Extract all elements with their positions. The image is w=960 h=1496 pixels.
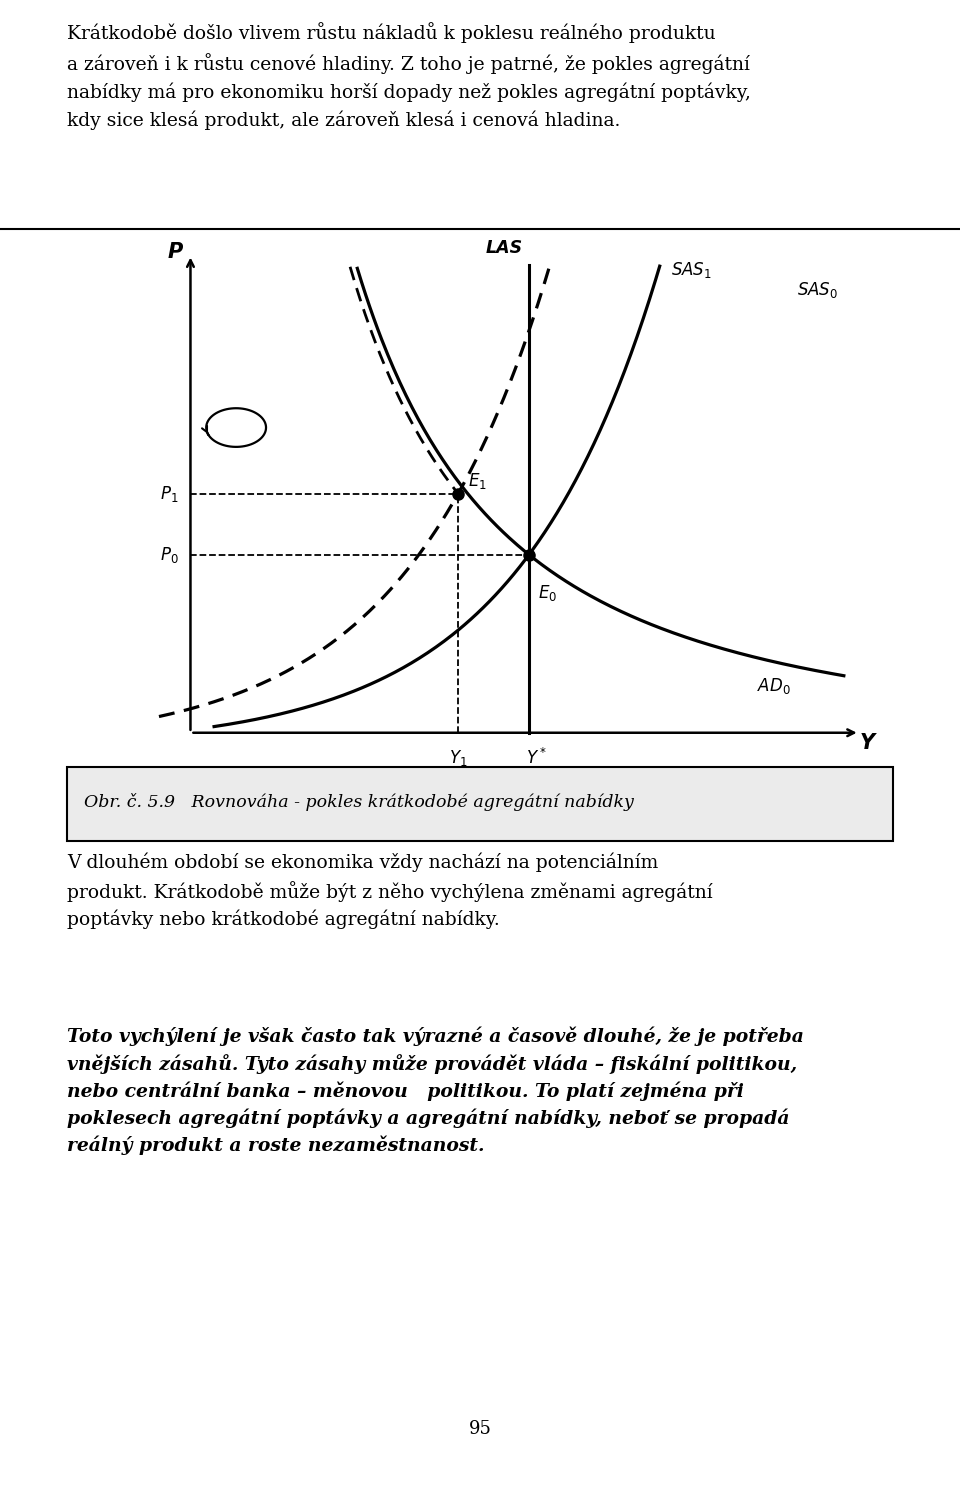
Text: Krátkodobě došlo vlivem růstu nákladů k poklesu reálného produktu
a zároveň i k : Krátkodobě došlo vlivem růstu nákladů k … [67,22,751,130]
Text: Y: Y [860,733,875,752]
Text: $P_1$: $P_1$ [160,483,179,504]
FancyBboxPatch shape [67,767,893,841]
Text: V dlouhém období se ekonomika vždy nachází na potenciálním
produkt. Krátkodobě m: V dlouhém období se ekonomika vždy nachá… [67,853,713,929]
Text: $P_0$: $P_0$ [160,545,179,564]
Text: $SAS_1$: $SAS_1$ [671,260,711,280]
Text: P: P [167,242,182,262]
Text: $E_1$: $E_1$ [468,471,487,491]
Text: Obr. č. 5.9   Rovnováha - pokles krátkodobé agregátní nabídky: Obr. č. 5.9 Rovnováha - pokles krátkodob… [84,793,634,811]
Text: LAS: LAS [486,239,523,257]
Text: $AD_0$: $AD_0$ [757,676,791,696]
Text: $Y^*$: $Y^*$ [526,748,547,767]
Text: $SAS_0$: $SAS_0$ [797,280,838,301]
Text: $E_0$: $E_0$ [539,583,558,603]
Text: $Y_1$: $Y_1$ [449,748,468,767]
Text: 95: 95 [468,1420,492,1438]
Text: Toto vychýlení je však často tak výrazné a časově dlouhé, že je potřeba
vnějších: Toto vychýlení je však často tak výrazné… [67,1026,804,1155]
